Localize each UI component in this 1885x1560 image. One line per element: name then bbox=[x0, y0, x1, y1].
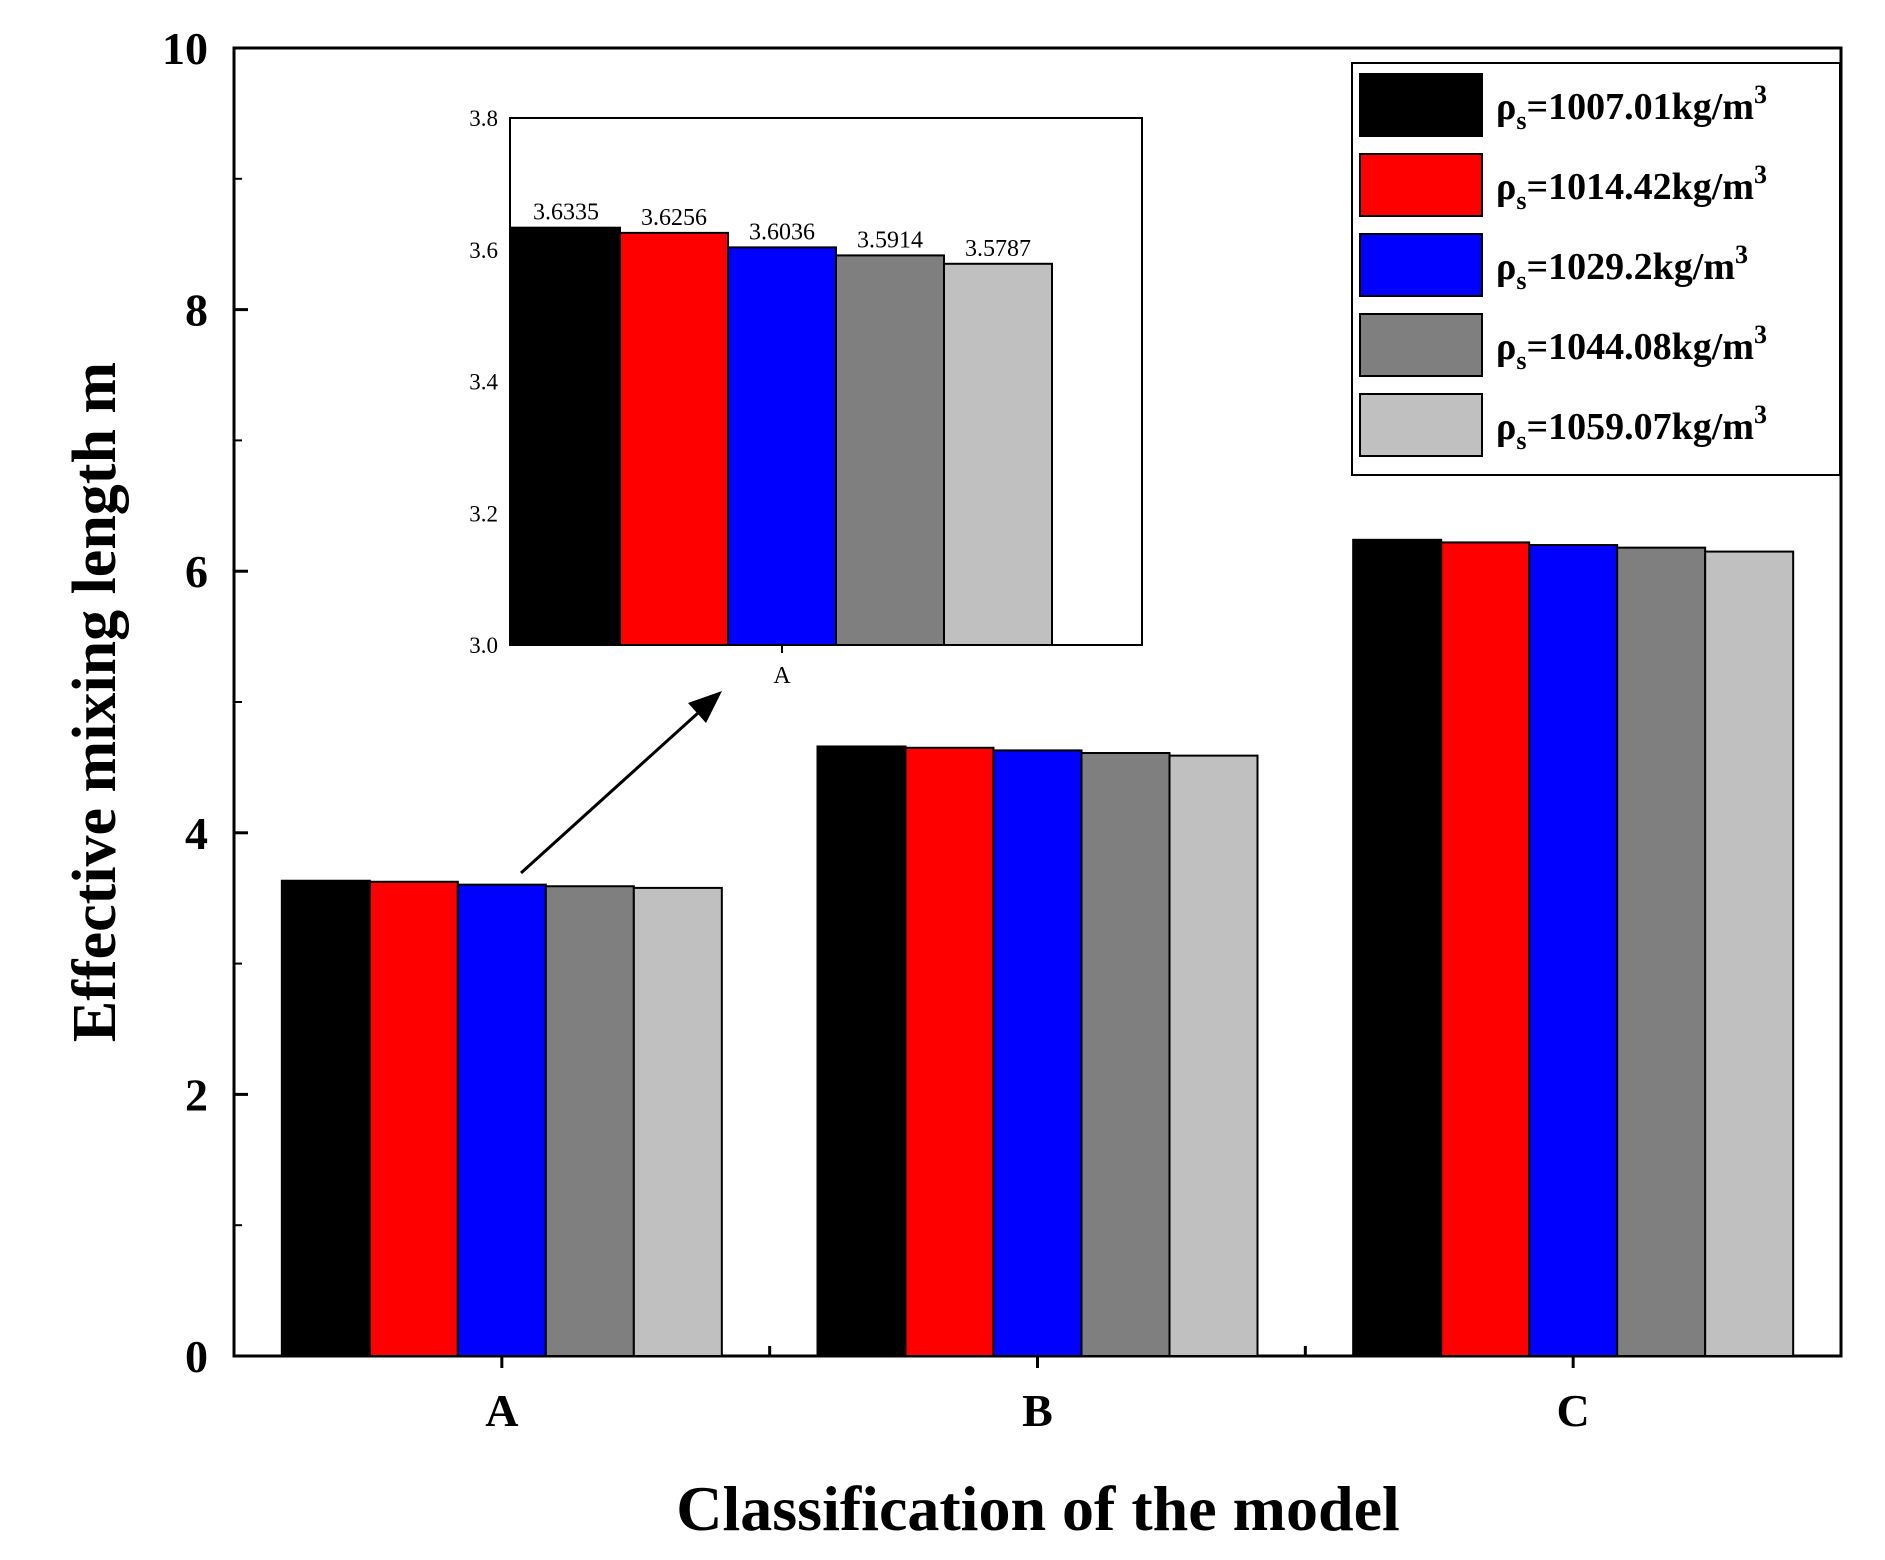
legend-label-3: ρs=1029.2kg/m3 bbox=[1496, 240, 1748, 295]
bar-C-series-1 bbox=[1352, 538, 1443, 1357]
legend-swatch-3 bbox=[1359, 233, 1483, 297]
inset-x-tick-label: A bbox=[773, 663, 791, 689]
inset-bars: 3.6335 3.6256 3.6036 3.5914 3.5787 bbox=[511, 200, 1053, 647]
y-tick-label: 2 bbox=[185, 1069, 208, 1120]
legend-swatch-1 bbox=[1359, 73, 1483, 137]
inset-bar-series-1 bbox=[511, 226, 621, 646]
bar-C-series-4 bbox=[1616, 546, 1707, 1357]
inset-y-tick-label: 3.4 bbox=[469, 370, 498, 395]
x-tick-label: A bbox=[485, 1385, 518, 1436]
legend-swatch-2 bbox=[1359, 153, 1483, 217]
y-tick-label: 4 bbox=[185, 808, 208, 859]
bar-C-series-3 bbox=[1528, 544, 1619, 1357]
legend-swatch-4 bbox=[1359, 313, 1483, 377]
legend-label-5: ρs=1059.07kg/m3 bbox=[1496, 400, 1767, 455]
inset-chart: 3.6335 3.6256 3.6036 3.5914 3.5787 3.0 3.2 3.4… bbox=[469, 106, 1143, 689]
bar-A-series-1 bbox=[280, 879, 371, 1358]
inset-bar-series-4 bbox=[835, 254, 945, 646]
inset-bar-series-2 bbox=[619, 231, 729, 647]
pointer-arrow bbox=[519, 711, 700, 875]
inset-data-label: 3.5787 bbox=[965, 236, 1031, 262]
y-tick-label: 8 bbox=[185, 285, 208, 336]
bar-A-series-5 bbox=[632, 886, 723, 1358]
main-bars bbox=[280, 538, 1795, 1358]
x-axis-title: Classification of the model bbox=[676, 1473, 1400, 1544]
bar-B-series-4 bbox=[1080, 752, 1171, 1357]
inset-y-tick-label: 3.6 bbox=[469, 238, 498, 263]
legend-swatch-5 bbox=[1359, 393, 1483, 457]
bar-A-series-3 bbox=[456, 883, 547, 1357]
inset-data-label: 3.6256 bbox=[641, 205, 707, 231]
inset-bar-series-5 bbox=[943, 262, 1053, 646]
legend-label-2: ρs=1014.42kg/m3 bbox=[1496, 160, 1767, 215]
bar-C-series-2 bbox=[1440, 541, 1531, 1357]
inset-y-tick-label: 3.8 bbox=[469, 106, 498, 131]
inset-data-label: 3.6036 bbox=[749, 219, 815, 245]
inset-axes: 3.0 3.2 3.4 3.6 3.8 A bbox=[469, 106, 791, 689]
bar-A-series-4 bbox=[544, 885, 635, 1357]
inset-y-tick-label: 3.2 bbox=[469, 501, 498, 526]
bar-B-series-3 bbox=[992, 749, 1083, 1357]
y-tick-label: 10 bbox=[162, 23, 208, 74]
legend-label-1: ρs=1007.01kg/m3 bbox=[1496, 80, 1767, 135]
y-axis-title: Effective mixing length m bbox=[61, 362, 129, 1042]
bar-B-series-1 bbox=[816, 745, 907, 1357]
y-tick-label: 6 bbox=[185, 546, 208, 597]
inset-bar-series-3 bbox=[727, 246, 837, 646]
legend: ρs=1007.01kg/m3 ρs=1014.42kg/m3 ρs=1029.2k… bbox=[1351, 62, 1841, 476]
inset-data-label: 3.5914 bbox=[857, 227, 923, 253]
bar-B-series-2 bbox=[904, 746, 995, 1357]
legend-label-4: ρs=1044.08kg/m3 bbox=[1496, 320, 1767, 375]
pointer-arrowhead bbox=[688, 691, 722, 723]
x-tick-label: B bbox=[1022, 1385, 1053, 1436]
inset-data-label: 3.6335 bbox=[533, 200, 599, 226]
x-tick-label: C bbox=[1557, 1385, 1590, 1436]
bar-B-series-5 bbox=[1168, 754, 1259, 1357]
main-axes: A B C 0 2 4 6 8 10 bbox=[162, 23, 1590, 1436]
inset-y-tick-label: 3.0 bbox=[469, 633, 498, 658]
bar-A-series-2 bbox=[368, 880, 459, 1358]
y-tick-label: 0 bbox=[185, 1331, 208, 1382]
bar-C-series-5 bbox=[1704, 550, 1795, 1357]
